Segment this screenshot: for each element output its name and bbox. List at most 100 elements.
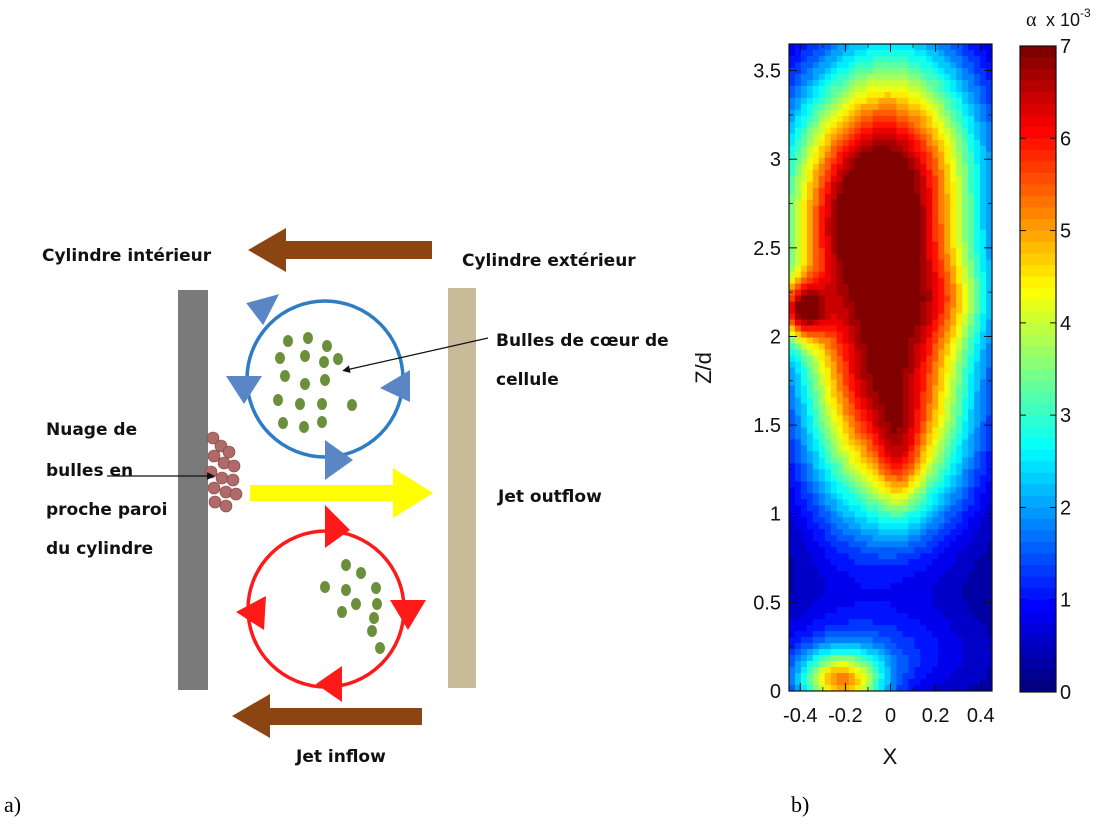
contour-cell [896,559,903,566]
contour-cell [836,289,844,297]
contour-cell [938,403,945,410]
contour-cell [956,673,963,680]
contour-cell [896,91,903,99]
core-bubble [300,350,310,362]
contour-cell [789,649,796,656]
contour-cell [896,673,903,680]
contour-cell [986,493,993,500]
contour-cell [962,535,969,542]
contour-cell [944,187,951,195]
contour-cell [962,499,969,506]
contour-cell [890,337,897,344]
contour-cell [926,409,933,416]
contour-cell [938,487,945,494]
contour-cell [926,277,933,285]
contour-cell [789,619,796,626]
contour-cell [848,271,856,279]
contour-cell [914,259,921,267]
cloud-label-line1: Nuage de [46,420,137,440]
contour-cell [974,169,981,177]
contour-cell [860,661,868,668]
contour-cell [866,349,873,356]
contour-cell [836,547,844,554]
contour-cell [800,139,808,147]
contour-cell [986,289,993,297]
contour-cell [860,343,868,350]
contour-cell [926,475,933,482]
contour-cell [789,127,796,135]
contour-cell [968,403,975,410]
contour-cell [962,115,969,123]
contour-cell [902,355,909,362]
contour-cell [812,187,820,195]
contour-cell [878,85,885,93]
contour-cell [986,487,993,494]
contour-cell [956,79,963,87]
contour-cell [902,49,909,57]
contour-cell [980,649,987,656]
contour-cell [968,493,975,500]
contour-cell [902,319,909,326]
contour-cell [986,469,993,476]
contour-cell [848,403,856,410]
contour-cell [956,205,963,213]
contour-cell [962,265,969,273]
contour-cell [896,379,903,386]
contour-cell [974,421,981,428]
contour-cell [824,421,832,428]
contour-cell [789,277,796,285]
contour-cell [794,163,802,171]
contour-cell [848,49,856,57]
contour-cell [836,361,844,368]
contour-cell [974,133,981,141]
contour-cell [884,553,891,560]
contour-cell [866,73,873,81]
contour-cell [914,667,921,674]
contour-cell [926,187,933,195]
contour-cell [824,187,832,195]
contour-cell [914,415,921,422]
contour-cell [938,631,945,638]
contour-cell [914,205,921,213]
contour-cell [974,85,981,93]
contour-cell [902,607,909,614]
contour-cell [866,67,873,75]
contour-cell [830,343,838,350]
contour-cell [968,541,975,548]
colorbar-step [1020,207,1056,220]
contour-cell [866,229,873,237]
cloud-bubble [206,431,220,445]
contour-cell [836,523,844,530]
contour-cell [932,523,939,530]
contour-cell [789,73,796,81]
contour-cell [962,91,969,99]
contour-cell [789,193,796,201]
contour-cell [968,433,975,440]
contour-cell [944,145,951,153]
contour-cell [914,169,921,177]
contour-cell [866,307,873,314]
contour-cell [818,175,826,183]
contour-cell [872,343,879,350]
contour-cell [914,649,921,656]
contour-cell [920,73,927,81]
contour-cell [836,469,844,476]
contour-cell [932,409,939,416]
contour-cell [932,91,939,99]
contour-cell [830,577,838,584]
contour-cell [854,253,862,261]
contour-cell [914,583,921,590]
contour-cell [854,535,862,542]
contour-cell [848,97,856,105]
contour-cell [842,151,850,159]
contour-cell [884,457,891,464]
contour-cell [806,85,814,93]
contour-cell [818,295,826,302]
contour-cell [944,595,951,602]
contour-cell [878,535,885,542]
contour-cell [932,565,939,572]
contour-cell [950,403,957,410]
contour-cell [944,661,951,668]
contour-cell [968,511,975,518]
colorbar-multiplier: x 10-3 [1046,6,1091,30]
